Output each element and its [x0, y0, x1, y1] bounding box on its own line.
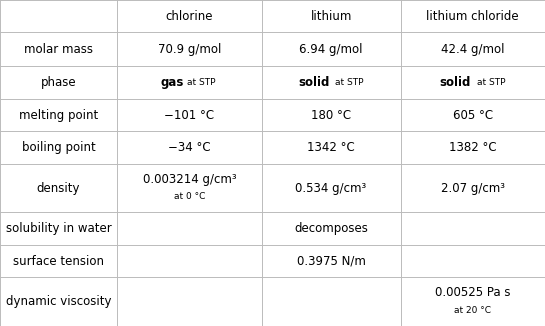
- Text: 1342 °C: 1342 °C: [307, 141, 355, 154]
- Text: chlorine: chlorine: [166, 10, 213, 23]
- Text: at STP: at STP: [477, 78, 506, 87]
- Text: phase: phase: [41, 76, 76, 89]
- Text: boiling point: boiling point: [22, 141, 95, 154]
- Text: solid: solid: [440, 76, 471, 89]
- Text: 70.9 g/mol: 70.9 g/mol: [158, 43, 221, 56]
- Text: −34 °C: −34 °C: [168, 141, 211, 154]
- Text: 6.94 g/mol: 6.94 g/mol: [299, 43, 363, 56]
- Text: 0.3975 N/m: 0.3975 N/m: [296, 255, 366, 268]
- Text: at STP: at STP: [335, 78, 364, 87]
- Text: density: density: [37, 182, 80, 195]
- Text: −101 °C: −101 °C: [165, 109, 214, 122]
- Text: melting point: melting point: [19, 109, 98, 122]
- Text: dynamic viscosity: dynamic viscosity: [6, 295, 111, 308]
- Text: at 0 °C: at 0 °C: [174, 192, 205, 201]
- Text: 1382 °C: 1382 °C: [449, 141, 496, 154]
- Text: lithium: lithium: [311, 10, 352, 23]
- Text: at 20 °C: at 20 °C: [455, 306, 491, 315]
- Text: lithium chloride: lithium chloride: [427, 10, 519, 23]
- Text: solubility in water: solubility in water: [5, 222, 112, 235]
- Text: decomposes: decomposes: [294, 222, 368, 235]
- Text: gas: gas: [160, 76, 184, 89]
- Text: 0.534 g/cm³: 0.534 g/cm³: [295, 182, 367, 195]
- Text: at STP: at STP: [187, 78, 216, 87]
- Text: 2.07 g/cm³: 2.07 g/cm³: [441, 182, 505, 195]
- Text: surface tension: surface tension: [13, 255, 104, 268]
- Text: 0.003214 g/cm³: 0.003214 g/cm³: [143, 173, 236, 186]
- Text: 180 °C: 180 °C: [311, 109, 351, 122]
- Text: solid: solid: [298, 76, 330, 89]
- Text: 42.4 g/mol: 42.4 g/mol: [441, 43, 505, 56]
- Text: 605 °C: 605 °C: [453, 109, 493, 122]
- Text: 0.00525 Pa s: 0.00525 Pa s: [435, 287, 511, 299]
- Text: molar mass: molar mass: [24, 43, 93, 56]
